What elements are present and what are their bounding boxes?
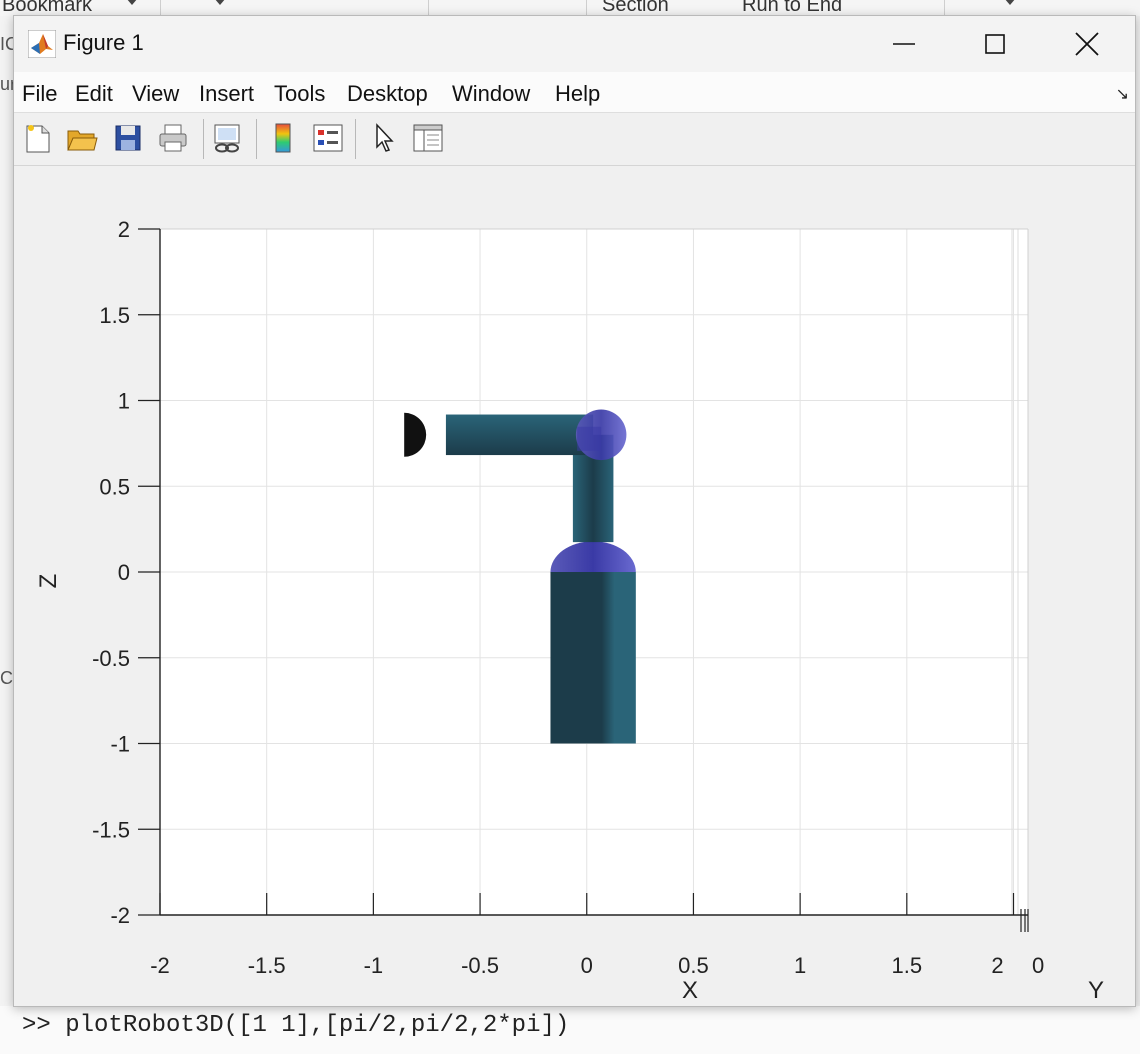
menu-help[interactable]: Help — [555, 81, 601, 106]
z-tick-label: 0 — [118, 560, 130, 585]
divider — [160, 0, 161, 16]
end-effector — [404, 412, 427, 457]
toolbar-separator — [203, 119, 204, 159]
new-figure-button[interactable] — [20, 120, 56, 156]
x-tick-label: -1 — [364, 953, 384, 978]
close-button[interactable] — [1042, 16, 1132, 72]
figure-toolbar — [14, 113, 1135, 166]
x-tick-label: 1 — [794, 953, 806, 978]
command-window[interactable] — [0, 1006, 1140, 1054]
maximize-icon — [985, 34, 1005, 54]
axis-ticks: -2 -1.5 -1 -0.5 0 0.5 1 1.5 2 2 1.5 1 0.5 0 -0.5 -1 -1.5… — [92, 217, 1015, 978]
colorbar-button[interactable] — [265, 120, 301, 156]
base-link — [550, 572, 636, 744]
z-tick-label: -1.5 — [92, 817, 130, 842]
toolbar-separator — [256, 119, 257, 159]
maximize-button[interactable] — [950, 16, 1040, 72]
legend-icon — [313, 124, 343, 152]
x-tick-label: 0.5 — [678, 953, 709, 978]
elbow-joint-shade — [577, 426, 602, 451]
minimize-icon — [893, 43, 915, 45]
toolbar-separator — [355, 119, 356, 159]
chevron-down-icon[interactable] — [214, 0, 226, 5]
save-icon — [115, 125, 141, 151]
section-label[interactable]: Section — [602, 0, 669, 16]
x-tick-label: 2 — [991, 953, 1003, 978]
chevron-down-icon[interactable] — [126, 0, 138, 5]
link-plot-button[interactable] — [209, 120, 245, 156]
menu-insert[interactable]: Insert — [199, 81, 255, 106]
matlab-side-panel: IC ur Co — [0, 16, 23, 1054]
window-title: Figure 1 — [63, 30, 144, 55]
z-tick-label: -1 — [110, 732, 130, 757]
plot-area[interactable]: -2 -1.5 -1 -0.5 0 0.5 1 1.5 2 2 1.5 1 0.5 0 -0.5 -1 -1.5… — [14, 166, 1135, 1006]
axes-canvas[interactable]: -2 -1.5 -1 -0.5 0 0.5 1 1.5 2 2 1.5 1 0.5 0 -0.5 -1 -1.5… — [14, 166, 1135, 1006]
z-tick-label: 2 — [118, 217, 130, 242]
open-file-icon — [67, 130, 98, 151]
menu-view[interactable]: View — [132, 81, 180, 106]
matlab-icon — [28, 30, 56, 58]
new-figure-icon — [26, 125, 50, 153]
matlab-right-edge — [1134, 16, 1140, 1054]
z-tick-label: -2 — [110, 903, 130, 928]
menu-tools[interactable]: Tools — [274, 81, 326, 106]
x-tick-label: -0.5 — [461, 953, 499, 978]
menu-window[interactable]: Window — [452, 81, 531, 106]
link-plot-icon — [214, 124, 240, 153]
horizontal-link — [445, 414, 594, 456]
divider — [586, 0, 587, 16]
edit-plot-icon — [376, 123, 394, 152]
divider — [428, 0, 429, 16]
menu-desktop[interactable]: Desktop — [347, 81, 428, 106]
base-joint — [550, 541, 636, 572]
z-tick-label: 0.5 — [99, 474, 130, 499]
colorbar-icon — [275, 123, 291, 153]
print-icon — [159, 124, 187, 152]
panel-label: ur — [0, 74, 17, 94]
property-inspector-icon — [413, 124, 443, 152]
menu-edit[interactable]: Edit — [75, 81, 113, 106]
x-tick-label: -2 — [150, 953, 170, 978]
minimize-button[interactable] — [859, 16, 949, 72]
y-axis-label: Y — [1088, 977, 1104, 1004]
dock-arrow-icon[interactable]: ↘ — [1115, 86, 1129, 103]
y-tick-label: 0 — [1032, 953, 1044, 978]
z-tick-label: 1 — [118, 389, 130, 414]
x-tick-label: 1.5 — [892, 953, 923, 978]
figure-window[interactable]: Figure 1 File Edit View Insert Tools Des… — [13, 15, 1136, 1007]
x-axis-label: X — [682, 977, 698, 1004]
z-tick-label: -0.5 — [92, 646, 130, 671]
chevron-down-icon[interactable] — [1004, 0, 1016, 5]
run-to-end-label[interactable]: Run to End — [742, 0, 843, 16]
legend-button[interactable] — [310, 120, 346, 156]
menu-file[interactable]: File — [22, 81, 58, 106]
open-file-button[interactable] — [64, 120, 100, 156]
property-inspector-button[interactable] — [410, 120, 446, 156]
edit-plot-button[interactable] — [366, 120, 402, 156]
menu-bar: File Edit View Insert Tools Desktop Wind… — [14, 72, 1135, 113]
title-bar[interactable]: Figure 1 — [14, 16, 1135, 72]
save-button[interactable] — [110, 120, 146, 156]
command-line[interactable]: >> plotRobot3D([1 1],[pi/2,pi/2,2*pi]) — [22, 1012, 570, 1039]
robot-model — [404, 409, 636, 744]
divider — [944, 0, 945, 16]
x-tick-label: -1.5 — [248, 953, 286, 978]
close-icon — [1075, 32, 1099, 56]
z-axis-label: Z — [35, 574, 62, 589]
z-tick-label: 1.5 — [99, 303, 130, 328]
x-tick-label: 0 — [581, 953, 593, 978]
print-button[interactable] — [155, 120, 191, 156]
bookmark-label[interactable]: Bookmark — [2, 0, 93, 16]
